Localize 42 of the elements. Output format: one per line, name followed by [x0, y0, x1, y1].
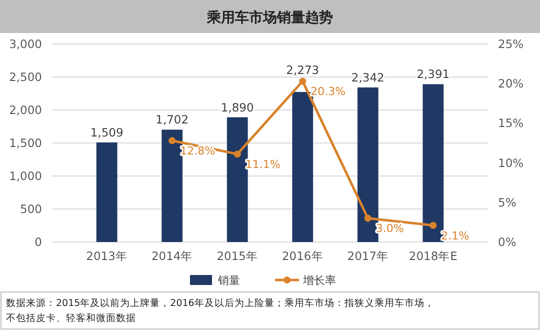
y2-tick-label: 25%: [498, 37, 524, 51]
data-label: 2,273: [286, 63, 320, 78]
y-tick-label: 3,000: [9, 37, 42, 51]
bar: [422, 84, 444, 242]
y-tick-label: 1,500: [9, 136, 42, 150]
data-label: 2,391: [416, 67, 450, 82]
bar: [357, 87, 378, 242]
y2-tick-label: 10%: [498, 156, 524, 170]
bar: [162, 130, 183, 242]
point: [430, 222, 437, 229]
y-tick-label: 1,000: [9, 169, 42, 183]
point: [168, 137, 176, 144]
y2-tick-label: 0%: [498, 235, 516, 249]
bar: [226, 117, 248, 242]
bar: [96, 142, 118, 242]
point: [234, 150, 241, 158]
y2-tick-label: 15%: [498, 116, 524, 130]
y-tick-label: 2,500: [9, 70, 42, 84]
y2-tick-label: 20%: [498, 76, 524, 91]
text: 不包括皮卡、轻客和微面数据: [6, 312, 136, 324]
y-tick-label: 2,000: [9, 103, 42, 117]
y2-tick-label: 5%: [498, 195, 516, 210]
point: [364, 214, 372, 222]
source-note: 数据来源：2015年及以前为上牌量，2016年及以后为上险量；乘用车市场：指狭义乘用车市场，: [6, 297, 434, 309]
data-label: 1,509: [90, 125, 124, 140]
y-tick-label: 500: [20, 202, 42, 216]
x-tick-label: 2014年: [151, 249, 193, 263]
data-label: 20.3%: [310, 85, 346, 98]
y-tick-label: 0: [34, 235, 42, 249]
x-tick-label: 2015年: [216, 249, 258, 263]
data-label: 2,342: [351, 70, 384, 84]
x-tick-label: 2013年: [86, 249, 128, 263]
x-tick-label: 2018年E: [408, 249, 458, 263]
x-tick-label: 2016年: [282, 249, 324, 263]
data-label: 1,890: [220, 100, 254, 114]
data-label: 1,702: [156, 112, 189, 127]
legend-label: 增长率: [302, 274, 336, 287]
chart-title: 乘用车市场销量趋势: [206, 9, 333, 26]
bar: [292, 92, 314, 242]
point: [299, 78, 306, 85]
x-tick-label: 2017年: [347, 249, 389, 263]
legend-label: 销量: [217, 274, 240, 287]
